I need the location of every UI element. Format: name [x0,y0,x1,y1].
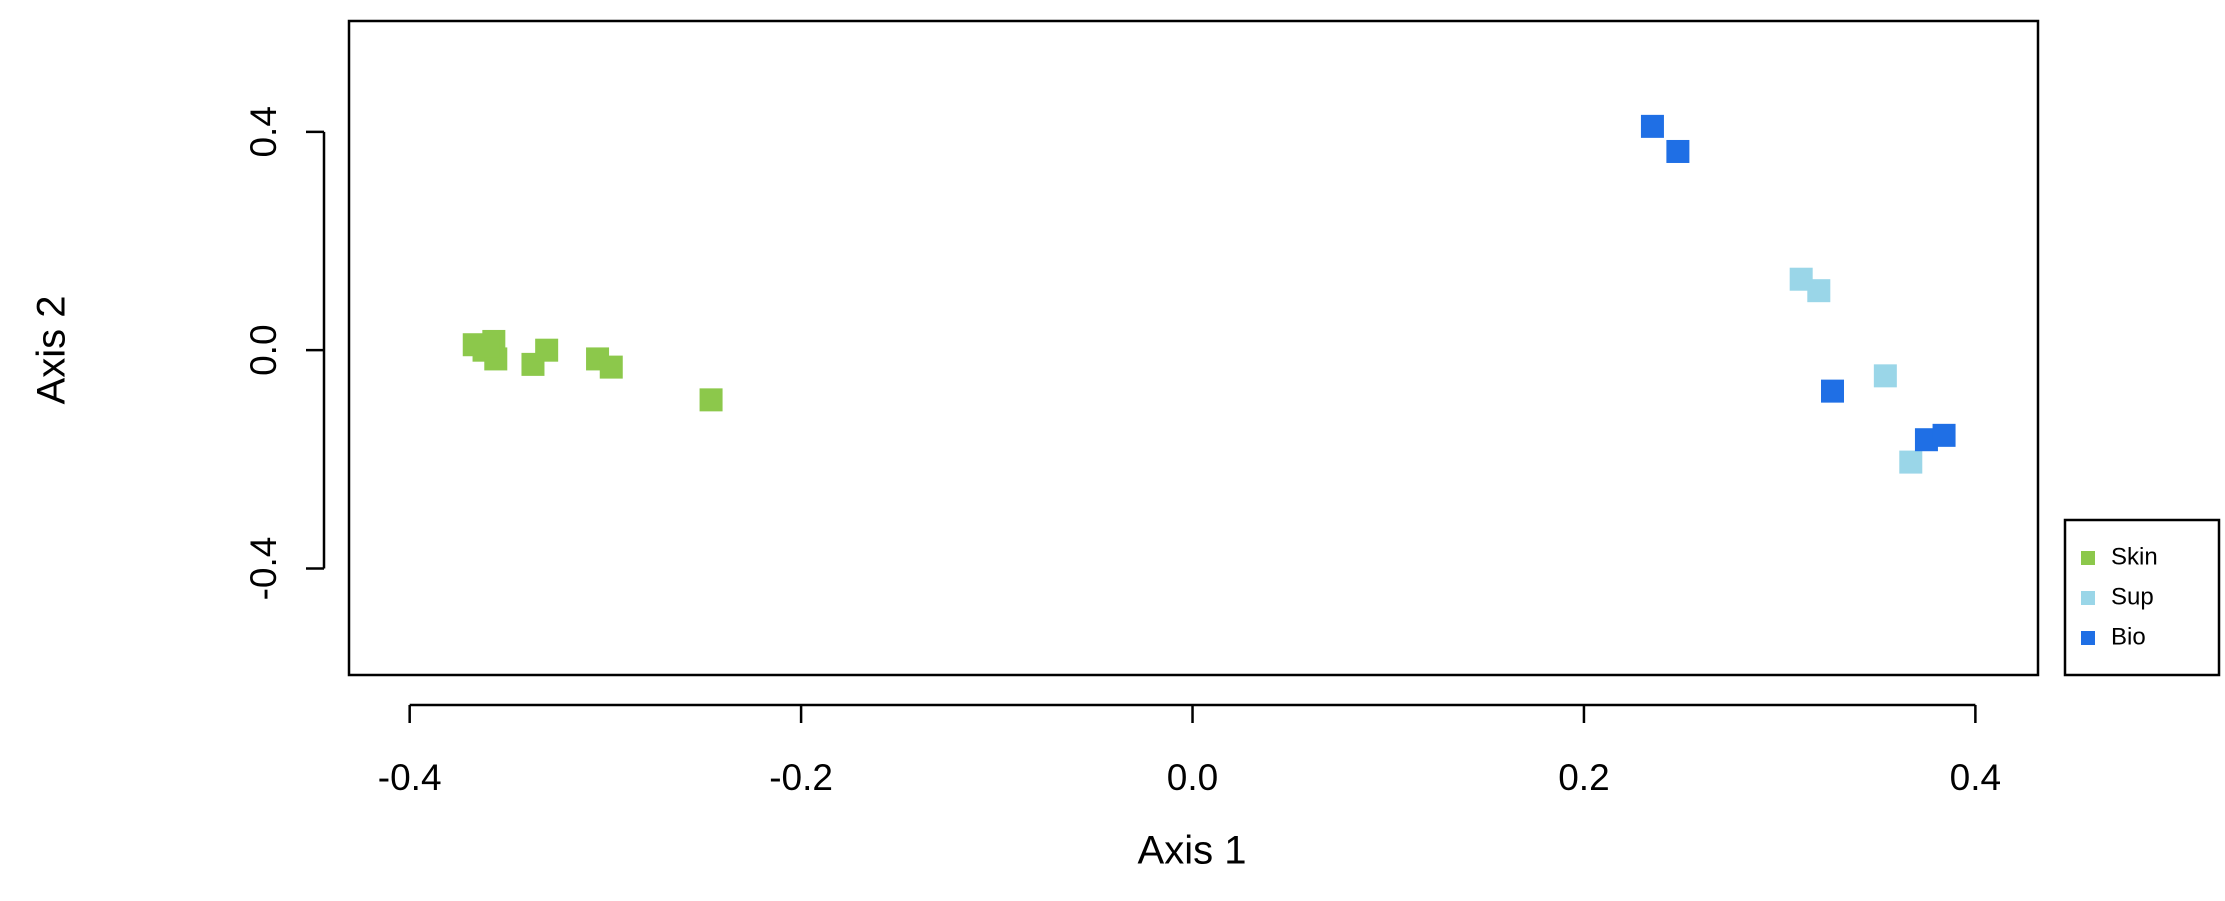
point [1932,423,1956,447]
point [1807,279,1831,303]
plot-frame [347,19,2040,677]
y-tick-label: 0.0 [243,324,284,375]
legend-label: Bio [2111,623,2146,650]
x-tick-label: 0.0 [1167,757,1218,798]
point [1666,139,1690,163]
point [699,388,723,412]
x-tick-label: -0.2 [769,757,833,798]
y-axis-title: Axis 2 [30,296,74,405]
point [1914,428,1938,452]
y-tick-label: 0.4 [243,106,284,157]
point [1789,267,1813,291]
legend-swatch [2081,631,2095,645]
point [1640,114,1664,138]
x-tick-label: -0.4 [378,757,442,798]
legend-label: Skin [2111,543,2158,570]
y-tick-label: -0.4 [243,537,284,601]
point [599,355,623,379]
point [1899,450,1923,474]
x-tick-label: 0.2 [1558,757,1609,798]
x-tick-label: 0.4 [1950,757,2001,798]
legend-swatch [2081,551,2095,565]
x-axis-title: Axis 1 [1138,829,1247,873]
legend-label: Sup [2111,583,2154,610]
point [476,334,500,358]
point [1873,364,1897,388]
legend-swatch [2081,591,2095,605]
point [535,338,559,362]
point [1821,379,1845,403]
